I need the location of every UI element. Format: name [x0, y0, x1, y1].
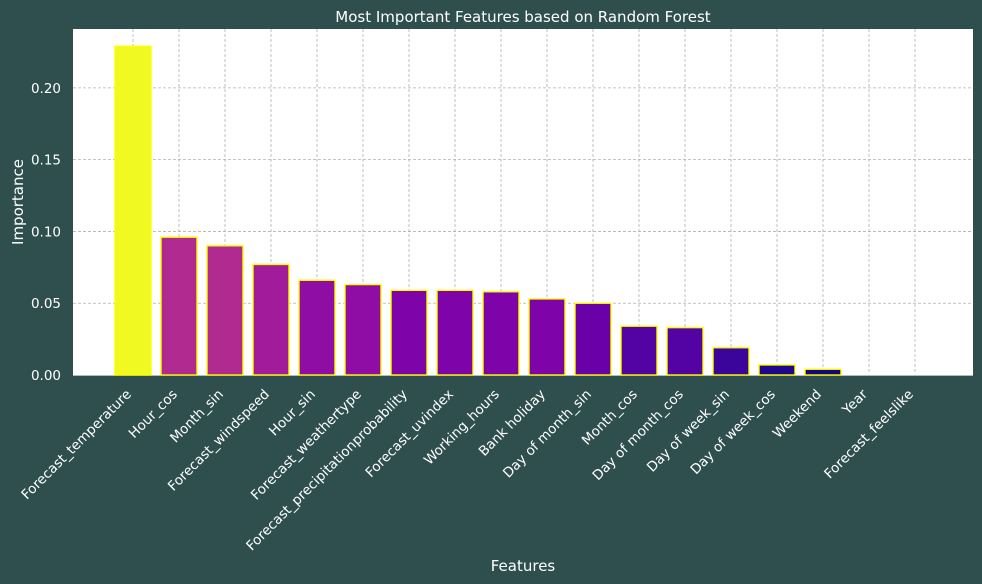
x-tick-label: Day of month_sin [500, 387, 595, 482]
y-tick-label: 0.20 [31, 81, 61, 97]
x-tick-label: Day of week_sin [644, 387, 733, 476]
bar [712, 347, 750, 376]
x-tick-labels: Forecast_temperatureHour_cosMonth_sinFor… [18, 386, 916, 554]
y-axis-label: Importance [9, 159, 27, 245]
bar [574, 302, 612, 376]
bar [620, 325, 658, 376]
y-tick-label: 0.05 [31, 296, 61, 312]
bar [114, 45, 152, 376]
bar [390, 289, 428, 376]
y-tick-label: 0.15 [31, 153, 61, 169]
x-tick-label: Forecast_temperature [18, 387, 134, 503]
bar [482, 291, 520, 376]
bar [436, 289, 474, 376]
bar [206, 245, 244, 376]
bar [528, 298, 566, 376]
bars [114, 45, 842, 376]
y-tick-label: 0.10 [31, 224, 61, 240]
bar [804, 368, 842, 376]
x-tick-label: Day of week_cos [687, 387, 778, 478]
bar [666, 326, 704, 376]
x-tick-label: Year [839, 386, 872, 419]
x-axis-label: Features [491, 557, 556, 575]
bar [298, 279, 336, 376]
bar [252, 263, 290, 376]
y-tick-labels: 0.00 0.05 0.10 0.15 0.20 [31, 81, 61, 384]
x-tick-label: Forecast_feelslike [821, 387, 917, 483]
x-tick-label: Weekend [770, 387, 825, 442]
bar [344, 283, 382, 376]
x-tick-label: Forecast_uvindex [363, 387, 457, 481]
bar [758, 364, 796, 376]
y-tick-label: 0.00 [31, 368, 61, 384]
bar [160, 236, 198, 376]
chart-title: Most Important Features based on Random … [335, 8, 710, 26]
